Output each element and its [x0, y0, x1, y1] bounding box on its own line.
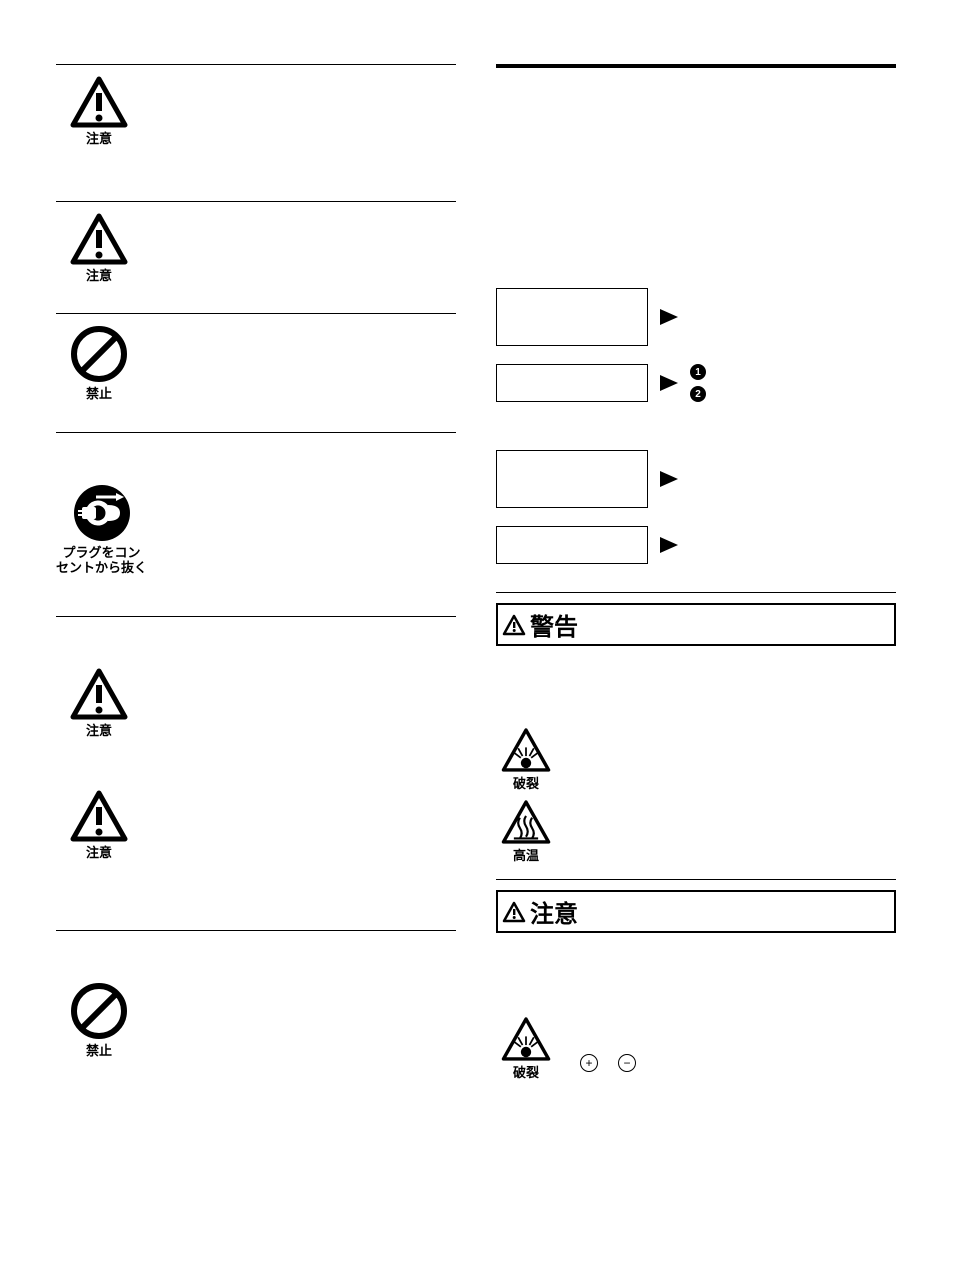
caution-label-text: 注意 — [530, 894, 578, 929]
explosion-polarity-row: 破裂 + − — [496, 1015, 896, 1081]
caution-section: 注意 — [56, 212, 456, 284]
divider — [56, 64, 456, 65]
outline-box — [496, 288, 648, 346]
icon-label: 注意 — [86, 723, 112, 739]
unplug-icon-wrap: プラグをコン セントから抜く — [56, 483, 147, 576]
box-row — [496, 450, 896, 508]
heat-icon-wrap: 高温 — [496, 798, 556, 864]
warning-label-text: 警告 — [530, 607, 578, 642]
divider — [496, 879, 896, 880]
caution-icon — [69, 212, 129, 266]
arrow-right-icon — [660, 375, 678, 391]
icon-label: 禁止 — [86, 386, 112, 402]
prohibit-section: 禁止 — [56, 324, 456, 402]
icon-label: 高温 — [513, 848, 539, 864]
polarity-minus: − — [618, 1054, 636, 1072]
unplug-icon — [72, 483, 132, 543]
icon-label: 注意 — [86, 268, 112, 284]
caution-label-box: 注意 — [496, 890, 896, 933]
explosion-icon — [500, 1015, 552, 1063]
divider — [56, 930, 456, 931]
caution-icon-wrap: 注意 — [56, 667, 142, 739]
caution-icon-wrap: 注意 — [56, 789, 142, 861]
left-column: 注意 注意 禁止 プラグをコン セントから抜く — [56, 60, 456, 1081]
divider — [56, 313, 456, 314]
caution-section: 注意 — [56, 75, 456, 147]
arrow-right-icon — [660, 537, 678, 553]
icon-label: 破裂 — [513, 776, 539, 792]
box-row — [496, 526, 896, 564]
divider-thick — [496, 64, 896, 68]
caution-icon — [69, 789, 129, 843]
icon-label: 破裂 — [513, 1065, 539, 1081]
prohibit-section: 禁止 — [56, 981, 456, 1059]
outline-box — [496, 364, 648, 402]
heat-icon — [500, 798, 552, 846]
page: 注意 注意 禁止 プラグをコン セントから抜く — [0, 0, 954, 1121]
number-badge: 2 — [690, 386, 706, 402]
caution-icon-wrap: 注意 — [56, 75, 142, 147]
divider — [56, 432, 456, 433]
caution-icon-wrap: 注意 — [56, 212, 142, 284]
divider — [56, 616, 456, 617]
prohibit-icon-wrap: 禁止 — [56, 981, 142, 1059]
outline-box — [496, 450, 648, 508]
divider — [56, 201, 456, 202]
icon-label: 注意 — [86, 131, 112, 147]
right-column: 1 2 警告 破裂 高温 注意 — [496, 60, 896, 1081]
box-row — [496, 288, 896, 346]
prohibit-icon — [69, 981, 129, 1041]
explosion-icon-wrap: 破裂 — [496, 726, 556, 792]
unplug-section: プラグをコン セントから抜く — [56, 483, 456, 576]
number-badge: 1 — [690, 364, 706, 380]
caution-section: 注意 — [56, 789, 456, 861]
explosion-icon-wrap: 破裂 — [496, 1015, 556, 1081]
box-row: 1 2 — [496, 364, 896, 402]
outline-box — [496, 526, 648, 564]
number-stack: 1 2 — [690, 364, 706, 402]
caution-icon — [69, 75, 129, 129]
icon-label: 禁止 — [86, 1043, 112, 1059]
arrow-right-icon — [660, 309, 678, 325]
prohibit-icon-wrap: 禁止 — [56, 324, 142, 402]
caution-icon — [69, 667, 129, 721]
caution-section: 注意 — [56, 667, 456, 739]
arrow-right-icon — [660, 471, 678, 487]
polarity-group: + − — [580, 1054, 636, 1072]
warning-small-icon — [502, 901, 526, 923]
prohibit-icon — [69, 324, 129, 384]
warning-label-box: 警告 — [496, 603, 896, 646]
icon-label: プラグをコン セントから抜く — [56, 545, 147, 576]
divider — [496, 592, 896, 593]
icon-label: 注意 — [86, 845, 112, 861]
explosion-icon — [500, 726, 552, 774]
polarity-plus: + — [580, 1054, 598, 1072]
warning-small-icon — [502, 614, 526, 636]
